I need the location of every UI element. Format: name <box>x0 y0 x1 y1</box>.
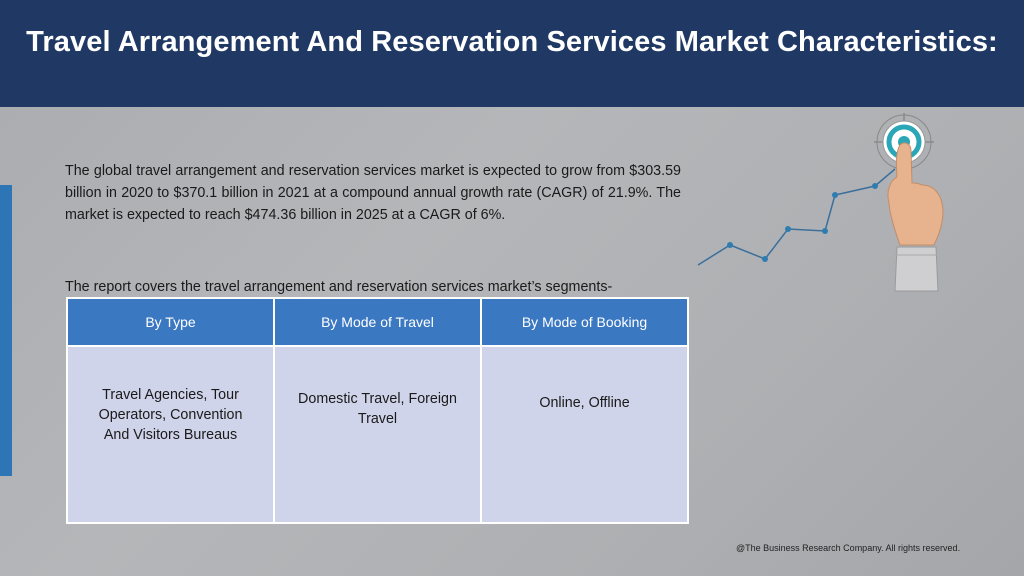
table-row: Travel Agencies, Tour Operators, Convent… <box>66 345 689 524</box>
header-by-mode-of-booking: By Mode of Booking <box>480 297 689 347</box>
cell-modes-of-booking: Online, Offline <box>480 345 689 524</box>
cell-modes-of-travel: Domestic Travel, Foreign Travel <box>273 345 482 524</box>
hand-touching-target-growth-icon <box>697 113 944 292</box>
copyright-footer: @The Business Research Company. All righ… <box>736 543 961 553</box>
header-by-mode-of-travel: By Mode of Travel <box>273 297 482 347</box>
segments-intro-paragraph: The report covers the travel arrangement… <box>65 279 613 295</box>
segments-table: By Type By Mode of Travel By Mode of Boo… <box>66 297 689 524</box>
accent-bar <box>0 185 12 476</box>
table-header-row: By Type By Mode of Travel By Mode of Boo… <box>66 297 689 347</box>
market-summary-paragraph: The global travel arrangement and reserv… <box>65 163 681 223</box>
header-by-type: By Type <box>66 297 275 347</box>
cell-types: Travel Agencies, Tour Operators, Convent… <box>66 345 275 524</box>
title-banner: Travel Arrangement And Reservation Servi… <box>0 0 1024 107</box>
page-title: Travel Arrangement And Reservation Servi… <box>26 26 998 58</box>
